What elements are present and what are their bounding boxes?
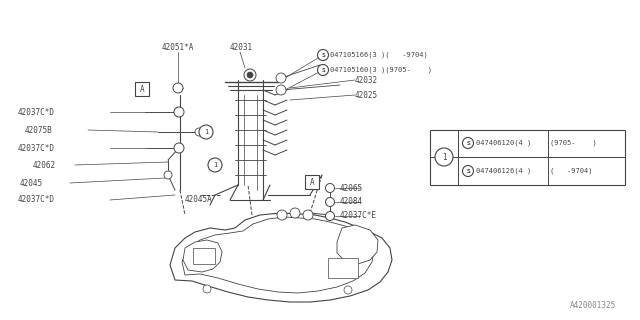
Polygon shape xyxy=(183,240,222,272)
Text: 047406120(4 ): 047406120(4 ) xyxy=(476,140,531,146)
Circle shape xyxy=(277,210,287,220)
Circle shape xyxy=(317,50,328,60)
Text: A: A xyxy=(310,178,314,187)
Bar xyxy=(305,175,319,189)
Circle shape xyxy=(326,197,335,206)
Text: 42065: 42065 xyxy=(340,183,363,193)
Polygon shape xyxy=(182,217,374,293)
Polygon shape xyxy=(337,225,378,264)
Circle shape xyxy=(344,286,352,294)
Circle shape xyxy=(276,73,286,83)
Circle shape xyxy=(326,212,335,220)
Text: 42075B: 42075B xyxy=(25,125,52,134)
Text: 42025: 42025 xyxy=(355,91,378,100)
Circle shape xyxy=(247,72,253,78)
Bar xyxy=(135,82,149,96)
Circle shape xyxy=(317,65,328,76)
Circle shape xyxy=(276,85,286,95)
Text: S: S xyxy=(466,169,470,173)
Circle shape xyxy=(174,143,184,153)
Circle shape xyxy=(203,285,211,293)
Text: (9705-    ): (9705- ) xyxy=(550,140,596,146)
Circle shape xyxy=(326,183,335,193)
Text: S: S xyxy=(466,140,470,146)
Text: 1: 1 xyxy=(442,153,446,162)
Text: S: S xyxy=(321,68,325,73)
Text: 42031: 42031 xyxy=(230,43,253,52)
Text: 047105166(3 )(   -9704): 047105166(3 )( -9704) xyxy=(330,52,428,58)
Text: 42045A: 42045A xyxy=(185,196,212,204)
Text: 1: 1 xyxy=(213,162,217,168)
Circle shape xyxy=(208,158,222,172)
Circle shape xyxy=(303,210,313,220)
Text: 42045: 42045 xyxy=(20,179,43,188)
Circle shape xyxy=(164,171,172,179)
Text: A420001325: A420001325 xyxy=(570,300,616,309)
Circle shape xyxy=(244,69,256,81)
Text: 1: 1 xyxy=(204,129,208,135)
Text: 047406126(4 ): 047406126(4 ) xyxy=(476,168,531,174)
Text: 42062: 42062 xyxy=(33,161,56,170)
Text: 047105160(3 )(9705-    ): 047105160(3 )(9705- ) xyxy=(330,67,432,73)
Circle shape xyxy=(435,148,453,166)
Bar xyxy=(430,130,625,185)
Circle shape xyxy=(195,128,203,136)
Circle shape xyxy=(173,83,183,93)
Circle shape xyxy=(463,138,474,148)
Circle shape xyxy=(463,165,474,177)
Text: 42037C*D: 42037C*D xyxy=(18,196,55,204)
Text: 42032: 42032 xyxy=(355,76,378,84)
Bar xyxy=(193,248,215,264)
Circle shape xyxy=(290,208,300,218)
Text: (   -9704): ( -9704) xyxy=(550,168,593,174)
Text: 42037C*D: 42037C*D xyxy=(18,143,55,153)
Circle shape xyxy=(199,125,213,139)
Text: 42037C*D: 42037C*D xyxy=(18,108,55,116)
Bar xyxy=(328,258,358,278)
Text: A: A xyxy=(140,84,144,93)
Text: 42037C*E: 42037C*E xyxy=(340,212,377,220)
Polygon shape xyxy=(170,213,392,302)
Text: 42084: 42084 xyxy=(340,197,363,206)
Circle shape xyxy=(174,107,184,117)
Text: 42051*A: 42051*A xyxy=(162,43,194,52)
Text: S: S xyxy=(321,52,325,58)
